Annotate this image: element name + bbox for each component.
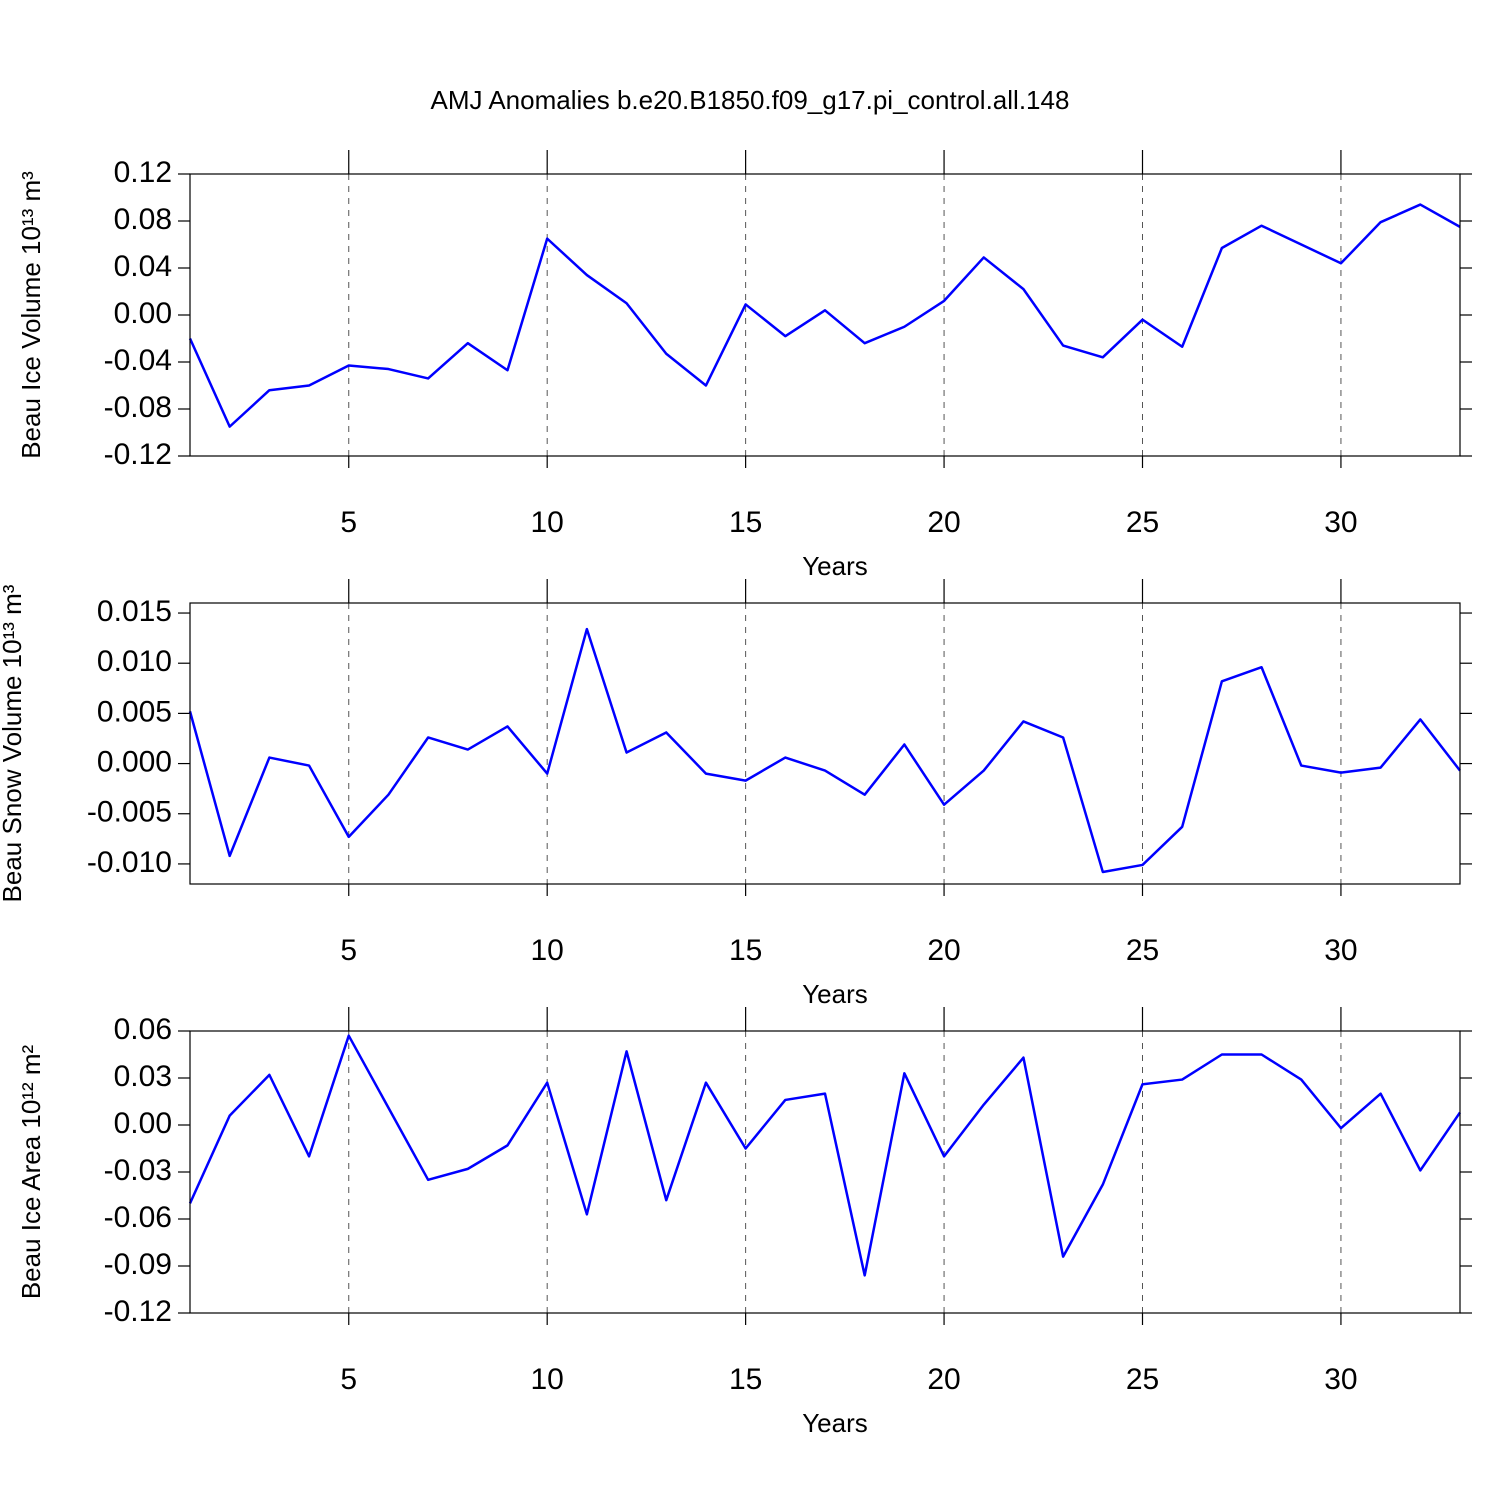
y-tick-label: 0.010 xyxy=(97,645,172,678)
y-tick-label: -0.010 xyxy=(87,846,172,879)
y-tick-label: 0.00 xyxy=(114,1107,172,1140)
y-tick-label: -0.12 xyxy=(104,1295,172,1328)
y-tick-label: 0.06 xyxy=(114,1013,172,1046)
x-tick-label: 15 xyxy=(729,934,762,967)
y-axis-label: Beau Ice Area 10¹² m² xyxy=(16,1044,46,1299)
y-tick-label: -0.005 xyxy=(87,796,172,829)
data-line xyxy=(188,203,1461,428)
y-axis-label: Beau Ice Volume 10¹³ m³ xyxy=(16,171,46,459)
plot-frame xyxy=(189,602,1461,885)
x-tick-label: 25 xyxy=(1126,506,1159,539)
x-tick-label: 15 xyxy=(729,506,762,539)
x-tick-label: 5 xyxy=(340,934,357,967)
x-tick-label: 20 xyxy=(927,506,960,539)
x-axis-label: Years xyxy=(802,979,868,1009)
x-tick-label: 10 xyxy=(531,1363,564,1396)
y-tick-label: 0.005 xyxy=(97,695,172,728)
x-tick-label: 30 xyxy=(1324,506,1357,539)
data-line xyxy=(188,627,1461,874)
y-tick-label: 0.000 xyxy=(97,745,172,778)
x-tick-label: 25 xyxy=(1126,1363,1159,1396)
figure-title: AMJ Anomalies b.e20.B1850.f09_g17.pi_con… xyxy=(431,85,1070,115)
x-tick-label: 10 xyxy=(531,506,564,539)
y-tick-label: -0.06 xyxy=(104,1201,172,1234)
y-axis-label: Beau Snow Volume 10¹³ m³ xyxy=(0,584,27,902)
x-axis-label: Years xyxy=(802,1408,868,1438)
y-tick-label: 0.08 xyxy=(114,203,172,236)
y-tick-label: -0.08 xyxy=(104,391,172,424)
x-tick-label: 20 xyxy=(927,1363,960,1396)
y-tick-label: 0.03 xyxy=(114,1060,172,1093)
x-tick-label: 5 xyxy=(340,1363,357,1396)
x-tick-label: 15 xyxy=(729,1363,762,1396)
y-tick-label: -0.12 xyxy=(104,438,172,471)
y-tick-label: -0.03 xyxy=(104,1154,172,1187)
x-axis-label: Years xyxy=(802,551,868,581)
plot-frame xyxy=(189,1030,1461,1314)
x-tick-label: 20 xyxy=(927,934,960,967)
x-tick-label: 10 xyxy=(531,934,564,967)
x-tick-label: 5 xyxy=(340,506,357,539)
y-tick-label: -0.04 xyxy=(104,344,172,377)
y-tick-label: 0.04 xyxy=(114,250,172,283)
y-tick-label: -0.09 xyxy=(104,1248,172,1281)
x-tick-label: 30 xyxy=(1324,1363,1357,1396)
y-tick-label: 0.12 xyxy=(114,156,172,189)
plot-frame xyxy=(189,173,1461,457)
data-line xyxy=(188,1034,1462,1277)
y-tick-label: 0.015 xyxy=(97,595,172,628)
y-tick-label: 0.00 xyxy=(114,297,172,330)
x-tick-label: 25 xyxy=(1126,934,1159,967)
x-tick-label: 30 xyxy=(1324,934,1357,967)
